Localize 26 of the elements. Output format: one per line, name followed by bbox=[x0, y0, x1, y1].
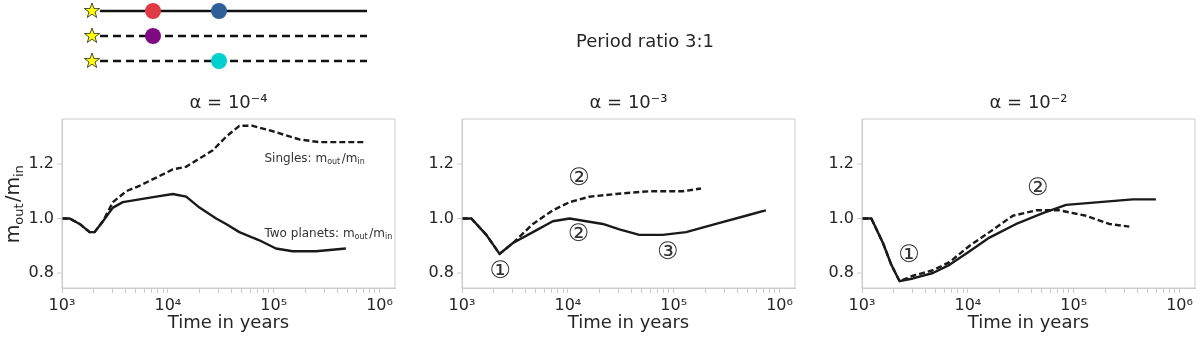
annotation: ① bbox=[898, 239, 920, 268]
y-tick-label: 1.2 bbox=[28, 153, 54, 173]
y-tick-label: 0.8 bbox=[428, 262, 454, 282]
y-tick-label: 1.2 bbox=[828, 153, 854, 173]
annotation: ② bbox=[567, 219, 590, 247]
x-tick-label: 10⁶ bbox=[366, 294, 393, 314]
chart-title: α = 10⁻³ bbox=[589, 90, 668, 112]
annotation: ② bbox=[568, 163, 590, 192]
x-tick-label: 10³ bbox=[448, 294, 476, 314]
annotation: ② bbox=[1027, 172, 1049, 201]
text: Period ratio 3:1 bbox=[575, 30, 715, 51]
y-tick-label: 1.0 bbox=[428, 207, 454, 227]
x-tick-label: 10³ bbox=[848, 294, 876, 314]
y-tick-label: 1.0 bbox=[828, 207, 854, 227]
x-tick-label: 10⁶ bbox=[1166, 294, 1193, 314]
y-axis-title: mout/min bbox=[0, 165, 27, 244]
annotation: ③ bbox=[657, 236, 679, 265]
annotation: ① bbox=[489, 256, 512, 285]
chart-title: α = 10⁻⁴ bbox=[189, 90, 268, 112]
y-tick-label: 1.0 bbox=[28, 207, 54, 227]
y-tick-label: 0.8 bbox=[28, 262, 54, 282]
y-tick-label: 0.8 bbox=[828, 262, 854, 282]
x-tick-label: 10⁶ bbox=[766, 294, 793, 314]
x-tick-label: 10³ bbox=[48, 294, 76, 314]
y-tick-label: 1.2 bbox=[428, 153, 454, 173]
chart-title: α = 10⁻² bbox=[989, 90, 1068, 112]
